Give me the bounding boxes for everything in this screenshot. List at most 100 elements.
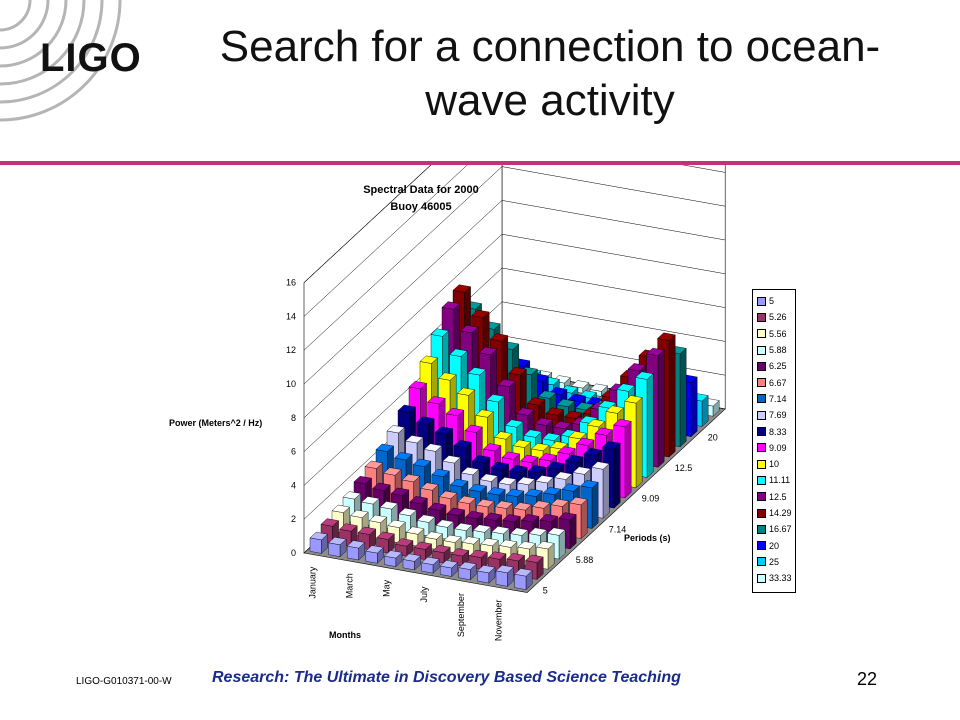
- bar-top: [376, 531, 395, 540]
- z-axis-label: Power (Meters^2 / Hz): [169, 418, 262, 428]
- bar-top: [476, 565, 496, 574]
- legend-swatch: [757, 524, 766, 534]
- bar-top: [443, 534, 462, 543]
- bar-top: [421, 556, 440, 565]
- legend-swatch: [757, 443, 766, 453]
- bar-top: [472, 524, 492, 533]
- bar-top: [591, 461, 610, 470]
- bar-top: [512, 439, 532, 448]
- bar-top: [567, 393, 587, 402]
- bar-top: [409, 495, 428, 505]
- bar-top: [523, 429, 543, 438]
- z-tick-labels: 0 2 4 6 8 10 12 14 16: [286, 278, 296, 558]
- bar-top: [526, 397, 546, 406]
- legend-item: 5: [757, 293, 795, 309]
- bar-top: [438, 372, 457, 381]
- bar-top: [464, 424, 483, 433]
- bar-top: [575, 437, 595, 446]
- bar-top: [467, 367, 487, 376]
- bar-top: [508, 367, 527, 376]
- bar-top: [580, 480, 599, 489]
- bar-top: [498, 476, 517, 486]
- bar-top: [494, 500, 514, 509]
- bar-top: [570, 380, 590, 389]
- x-tick-labels: January March May July September November: [307, 566, 503, 641]
- bar-front: [309, 537, 322, 554]
- gridline: [303, 301, 726, 486]
- bar-top: [501, 451, 521, 460]
- bar-top: [564, 410, 583, 419]
- bar-top: [537, 390, 557, 399]
- bar-top: [613, 418, 632, 428]
- bar-top: [309, 531, 329, 541]
- bar-top: [547, 527, 566, 536]
- legend-item: 9.09: [757, 440, 795, 456]
- bar-top: [531, 442, 550, 452]
- bar-top: [534, 417, 554, 426]
- legend-item: 7.69: [757, 407, 795, 423]
- bar-top: [331, 504, 351, 513]
- bar-side: [613, 442, 621, 509]
- bar-top: [416, 416, 435, 425]
- bar-front: [328, 542, 341, 557]
- gridline: [303, 166, 726, 351]
- bar-top: [525, 554, 544, 563]
- chart-legend: 5 5.26 5.56 5.88 6.25 6.67 7.14 7.69 8.33 9.09 10 1…: [752, 289, 796, 593]
- z-tick-label: 0: [291, 548, 296, 558]
- bar-top: [558, 512, 577, 521]
- bar-side: [635, 397, 643, 489]
- ligo-logo-text: LIGO: [40, 36, 142, 80]
- legend-label: 16.67: [769, 524, 792, 535]
- legend-label: 7.14: [769, 393, 787, 404]
- legend-item: 16.67: [757, 521, 795, 537]
- bar-top: [491, 526, 510, 535]
- bar-front: [495, 570, 508, 587]
- x-tick-label: July: [419, 586, 429, 603]
- z-tick-label: 4: [291, 480, 296, 490]
- legend-label: 5.26: [769, 312, 787, 323]
- bar-top: [520, 514, 540, 523]
- y-tick-label: 20: [708, 433, 718, 443]
- legend-item: 7.14: [757, 391, 795, 407]
- legend-label: 5: [769, 296, 775, 307]
- bar-top: [372, 482, 391, 491]
- legend-label: 20: [769, 540, 780, 551]
- z-tick-label: 10: [286, 379, 296, 389]
- bar-top: [346, 540, 366, 549]
- bar-top: [450, 548, 470, 557]
- chart-bar: [376, 531, 395, 554]
- y-tick-label: 9.09: [642, 494, 660, 504]
- bar-top: [509, 527, 529, 536]
- legend-swatch: [757, 329, 766, 339]
- bar-top: [379, 501, 399, 510]
- bar-top: [583, 447, 603, 457]
- legend-label: 7.69: [769, 410, 787, 421]
- bar-top: [397, 404, 417, 413]
- legend-item: 10: [757, 456, 795, 472]
- bar-top: [398, 507, 417, 517]
- bar-top: [357, 526, 377, 535]
- bar-top: [586, 419, 606, 428]
- bar-top: [506, 553, 526, 562]
- x-axis-label: Months: [329, 630, 361, 640]
- bar-top: [431, 468, 450, 477]
- y-tick-labels: 5 5.88 7.14 9.09 12.5 20: [543, 433, 718, 596]
- bar-side: [668, 334, 676, 458]
- legend-item: 11.11: [757, 472, 795, 488]
- bar-top: [390, 487, 410, 496]
- bar-top: [539, 514, 559, 523]
- bar-top: [486, 394, 505, 403]
- bar-top: [469, 549, 488, 558]
- bar-top: [504, 419, 524, 428]
- bar-top: [594, 427, 614, 436]
- bar-top: [489, 333, 509, 342]
- y-tick-label: 12.5: [675, 463, 693, 473]
- bar-top: [516, 476, 536, 486]
- bar-top: [353, 475, 373, 485]
- y-axis-label: Periods (s): [624, 533, 671, 543]
- bar-top: [461, 536, 481, 545]
- bar-side: [591, 481, 599, 529]
- bar-top: [420, 482, 439, 491]
- legend-item: 6.67: [757, 374, 795, 390]
- bar-top: [457, 495, 477, 504]
